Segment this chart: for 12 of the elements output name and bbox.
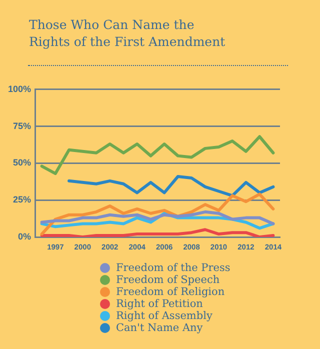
y-tick-label: 75% — [13, 120, 32, 131]
legend-label: Right of Assembly — [116, 310, 212, 322]
y-tick-label: 25% — [13, 194, 32, 205]
legend-label: Freedom of Religion — [116, 286, 225, 298]
legend-label: Freedom of Speech — [116, 274, 220, 286]
legend-label: Right of Petition — [116, 298, 203, 310]
legend-label: Can't Name Any — [116, 322, 203, 334]
chart-title: Those Who Can Name the Rights of the First Amendment — [29, 16, 226, 50]
y-tick-label: 100% — [8, 84, 32, 94]
y-tick-label: 0% — [18, 231, 32, 242]
y-tick-label: 50% — [13, 158, 32, 168]
legend-label: Freedom of the Press — [116, 262, 230, 274]
